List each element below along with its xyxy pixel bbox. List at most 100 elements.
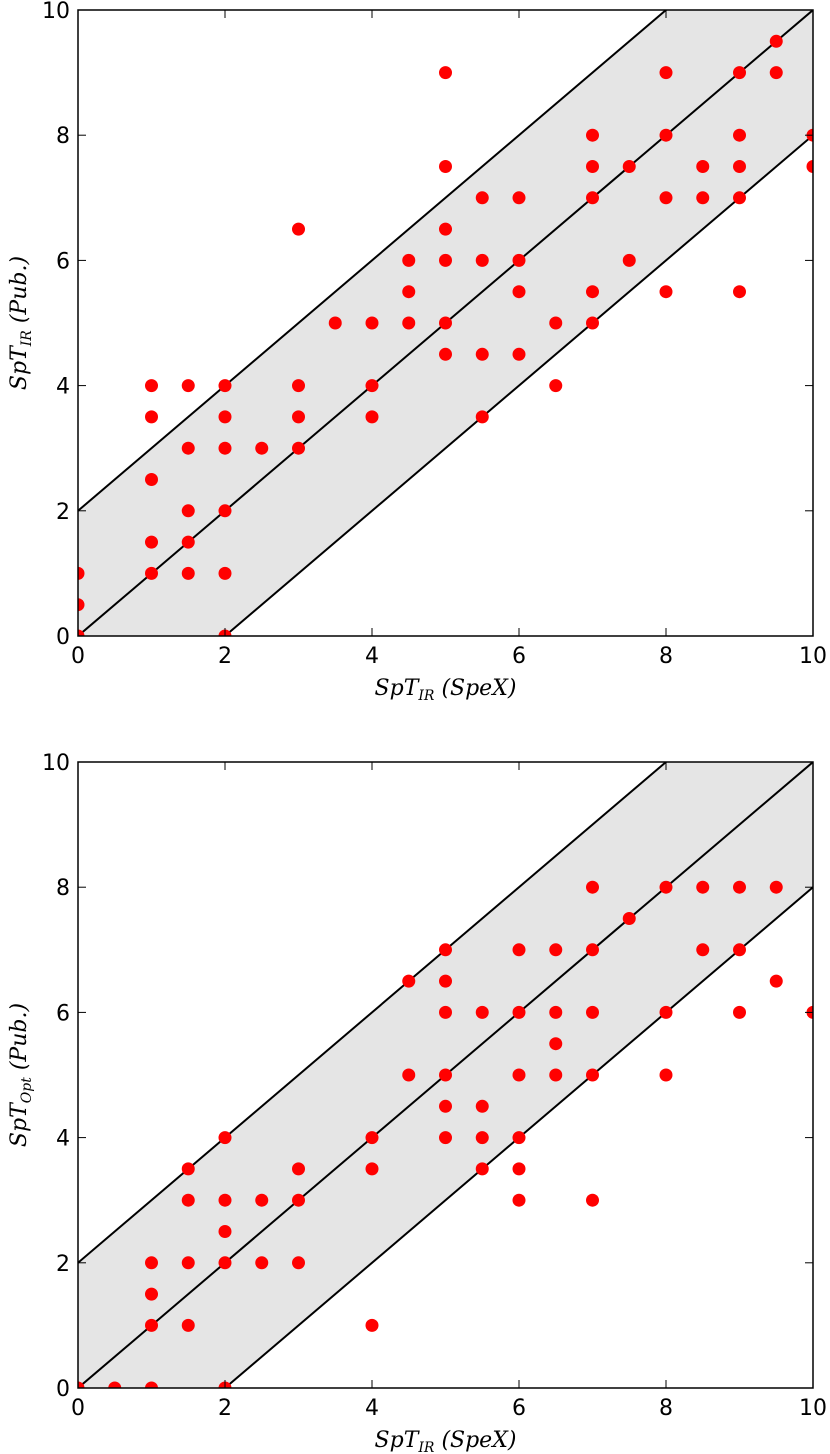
data-point [255, 441, 269, 455]
data-point [365, 316, 379, 330]
data-point [439, 160, 452, 173]
y-axis-label-suffix: (Pub.) [7, 256, 32, 330]
data-point [549, 1068, 563, 1082]
data-point [512, 347, 526, 361]
x-axis-label-main: SpT [375, 676, 421, 701]
x-axis-label-suffix: (SpeX) [434, 1428, 516, 1453]
data-point [696, 160, 710, 173]
data-point [439, 347, 452, 361]
data-point [218, 410, 232, 424]
plot-area [78, 762, 813, 1388]
x-tick-label: 10 [799, 1396, 827, 1421]
data-point [218, 566, 232, 580]
data-point [733, 128, 746, 142]
data-point [512, 1193, 526, 1207]
data-point [292, 222, 305, 236]
data-point [549, 1005, 563, 1019]
data-point [475, 410, 489, 424]
data-point [365, 1131, 379, 1145]
y-tick-label: 6 [56, 1001, 70, 1026]
x-axis-label-suffix: (SpeX) [434, 676, 516, 701]
data-point [181, 535, 195, 549]
y-tick-label: 6 [56, 249, 70, 274]
data-point [659, 191, 673, 205]
data-point [512, 191, 526, 205]
data-point [145, 566, 158, 580]
data-point [218, 1225, 232, 1238]
x-tick-label: 4 [365, 1396, 379, 1421]
y-tick-label: 10 [42, 0, 70, 24]
data-point [586, 1005, 599, 1019]
data-point [659, 66, 673, 80]
data-point [328, 316, 342, 330]
data-point [145, 379, 158, 393]
y-tick-label: 2 [56, 1252, 70, 1277]
data-point [181, 1193, 195, 1207]
data-point [586, 285, 599, 299]
lower-bound-line [223, 134, 813, 636]
data-point [402, 974, 416, 988]
data-point [181, 566, 195, 580]
data-point [475, 1162, 489, 1176]
data-point [549, 943, 563, 957]
x-axis-label: SpTIR (SpeX) [375, 1428, 517, 1454]
x-tick-label: 8 [659, 1396, 673, 1421]
data-point [145, 1318, 158, 1332]
axes-frame [77, 9, 814, 637]
data-point [145, 473, 158, 486]
data-point [659, 1068, 673, 1082]
data-point [255, 1256, 269, 1270]
data-point [181, 1256, 195, 1270]
data-point [622, 253, 636, 267]
data-point [512, 1068, 526, 1082]
data-point [439, 974, 452, 988]
data-point [586, 316, 599, 330]
data-point [365, 1162, 379, 1176]
data-point [549, 316, 563, 330]
data-point [475, 1099, 489, 1113]
data-point [439, 1099, 452, 1113]
y-tick-label: 4 [56, 375, 70, 400]
data-point [402, 1068, 416, 1082]
data-point [402, 285, 416, 299]
data-point [439, 943, 452, 957]
data-point [512, 1162, 526, 1176]
data-point [733, 285, 746, 299]
data-point [659, 1005, 673, 1019]
x-tick-label: 4 [365, 644, 379, 669]
data-point [108, 1381, 122, 1388]
data-point [78, 566, 85, 580]
data-point [145, 1287, 158, 1301]
data-point [475, 191, 489, 205]
data-point [512, 253, 526, 267]
data-point [586, 1068, 599, 1082]
x-tick-label: 8 [659, 644, 673, 669]
data-point [292, 441, 305, 455]
data-point [512, 1005, 526, 1019]
data-point [769, 880, 783, 894]
data-point [586, 160, 599, 173]
y-axis-label: SpTIR (Pub.) [7, 256, 35, 390]
data-point [696, 943, 710, 957]
data-point [218, 504, 232, 518]
data-point [439, 1068, 452, 1082]
data-point [475, 253, 489, 267]
data-point [512, 943, 526, 957]
data-point [439, 66, 452, 80]
lower-bound-line [223, 886, 813, 1388]
data-point [475, 347, 489, 361]
y-tick-label: 0 [56, 625, 70, 650]
data-point [733, 160, 746, 173]
data-point [586, 128, 599, 142]
data-point [733, 1005, 746, 1019]
y-tick-label: 0 [56, 1377, 70, 1402]
y-axis-label-main: SpT [7, 344, 32, 390]
x-tick-label: 2 [218, 644, 232, 669]
data-point [145, 1381, 158, 1388]
data-point [292, 1193, 305, 1207]
data-point [659, 128, 673, 142]
data-point [365, 1318, 379, 1332]
data-point [733, 191, 746, 205]
y-axis-label-subscript: Opt [19, 1077, 35, 1103]
data-point [733, 943, 746, 957]
